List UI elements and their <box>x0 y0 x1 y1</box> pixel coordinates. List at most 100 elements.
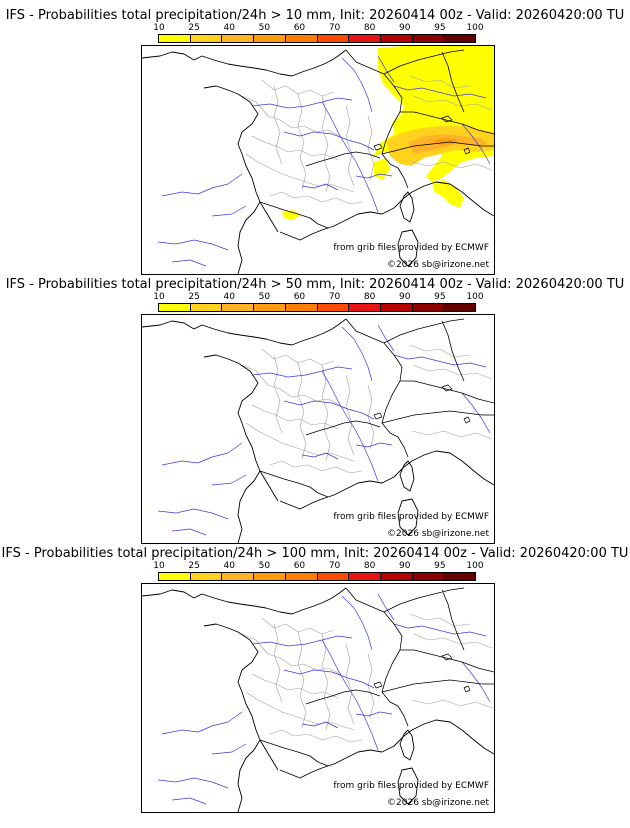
sardinia-coast <box>397 498 419 536</box>
corsica-coast <box>399 460 415 492</box>
colorbar-tick: 100 <box>466 23 484 33</box>
forecast-panel-50mm: IFS - Probabilities total precipitation/… <box>0 277 630 545</box>
colorbar-tick: 80 <box>363 23 376 33</box>
map-frame: from grib files provided by ECMWF ©2026 … <box>141 45 495 275</box>
colorbar-tick: 80 <box>363 292 376 302</box>
colorbar-tick: 40 <box>223 561 235 571</box>
colorbar: 10 25 40 50 60 70 80 90 95 100 <box>153 292 484 312</box>
colorbar-swatch <box>159 573 191 580</box>
source-credit: from grib files provided by ECMWF <box>333 512 489 522</box>
colorbar-tick: 60 <box>293 23 306 33</box>
colorbar-tick: 10 <box>153 23 165 33</box>
colorbar-swatch <box>349 573 381 580</box>
rivers <box>157 55 491 267</box>
coastline <box>142 49 494 274</box>
precip-probability-area <box>372 46 494 182</box>
map-frame: from grib files provided by ECMWF ©2026 … <box>141 583 495 813</box>
colorbar-tick: 60 <box>293 561 306 571</box>
colorbar-swatch <box>285 573 318 580</box>
colorbar-tick: 95 <box>434 23 446 33</box>
colorbar-swatch <box>412 573 445 580</box>
colorbar-tick: 90 <box>399 561 411 571</box>
forecast-panel-100mm: IFS - Probabilities total precipitation/… <box>0 546 630 814</box>
colorbar-swatch <box>380 304 413 311</box>
colorbar-swatch <box>444 35 476 42</box>
colorbar-swatch <box>380 573 413 580</box>
colorbar-swatches <box>158 303 476 312</box>
forecast-panel-10mm: IFS - Probabilities total precipitation/… <box>0 8 630 276</box>
colorbar-swatch <box>285 304 318 311</box>
precip-probability-area <box>432 180 464 208</box>
admin-boundaries <box>241 75 493 205</box>
lake <box>441 384 453 392</box>
colorbar-swatch <box>159 304 191 311</box>
colorbar-tick: 100 <box>466 561 484 571</box>
map-svg <box>142 46 494 274</box>
country-borders <box>259 49 494 229</box>
lake <box>463 416 471 424</box>
source-credit: from grib files provided by ECMWF <box>333 781 489 791</box>
copyright-credit: ©2026 sb@irizone.net <box>387 798 489 808</box>
colorbar-swatch <box>317 304 350 311</box>
rivers <box>157 324 491 536</box>
map-svg <box>142 318 494 543</box>
colorbar-swatch <box>159 35 191 42</box>
copyright-credit: ©2026 sb@irizone.net <box>387 529 489 539</box>
colorbar-swatch <box>317 573 350 580</box>
colorbar-swatch <box>412 35 445 42</box>
panel-title: IFS - Probabilities total precipitation/… <box>5 277 625 292</box>
colorbar-swatch <box>222 35 255 42</box>
panel-title: IFS - Probabilities total precipitation/… <box>5 8 625 23</box>
colorbar-swatch <box>190 304 223 311</box>
colorbar-tick: 60 <box>293 292 306 302</box>
colorbar-tick: 95 <box>434 292 446 302</box>
colorbar-tick: 40 <box>223 292 235 302</box>
colorbar-tick: 25 <box>188 23 200 33</box>
colorbar-tick: 70 <box>328 561 341 571</box>
colorbar-swatch <box>444 573 476 580</box>
colorbar-tick: 95 <box>434 561 446 571</box>
colorbar-swatch <box>349 35 381 42</box>
lake <box>441 115 453 123</box>
rivers <box>157 593 491 805</box>
sardinia-coast <box>397 767 419 805</box>
colorbar: 10 25 40 50 60 70 80 90 95 100 <box>153 561 484 581</box>
colorbar-tick: 80 <box>363 561 376 571</box>
panel-title: IFS - Probabilities total precipitation/… <box>1 546 629 561</box>
country-borders <box>259 587 494 767</box>
colorbar-tick: 50 <box>258 292 271 302</box>
lake <box>373 412 383 420</box>
colorbar-tick: 50 <box>258 561 271 571</box>
sardinia-coast <box>397 229 419 267</box>
colorbar-tick: 10 <box>153 292 165 302</box>
colorbar-tick: 50 <box>258 23 271 33</box>
admin-boundaries <box>241 613 493 743</box>
precip-probability-area <box>282 210 300 220</box>
lake <box>441 653 453 661</box>
copyright-credit: ©2026 sb@irizone.net <box>387 260 489 270</box>
coastline <box>142 587 494 812</box>
colorbar-swatches <box>158 34 476 43</box>
colorbar-swatch <box>380 35 413 42</box>
colorbar-swatch <box>222 304 255 311</box>
colorbar-swatch <box>190 573 223 580</box>
colorbar-swatch <box>254 573 286 580</box>
colorbar-tick: 40 <box>223 23 235 33</box>
admin-boundaries <box>241 344 493 474</box>
colorbar-tick: 100 <box>466 292 484 302</box>
colorbar-swatch <box>222 573 255 580</box>
colorbar-swatch <box>254 304 286 311</box>
colorbar-swatch <box>317 35 350 42</box>
map-frame: from grib files provided by ECMWF ©2026 … <box>141 314 495 544</box>
colorbar-swatches <box>158 572 476 581</box>
lake <box>373 681 383 689</box>
corsica-coast <box>399 191 415 223</box>
country-borders <box>259 318 494 498</box>
colorbar-swatch <box>444 304 476 311</box>
colorbar-swatch <box>285 35 318 42</box>
colorbar-tick: 90 <box>399 23 411 33</box>
colorbar-swatch <box>254 35 286 42</box>
corsica-coast <box>399 729 415 761</box>
source-credit: from grib files provided by ECMWF <box>333 243 489 253</box>
colorbar-tick: 90 <box>399 292 411 302</box>
